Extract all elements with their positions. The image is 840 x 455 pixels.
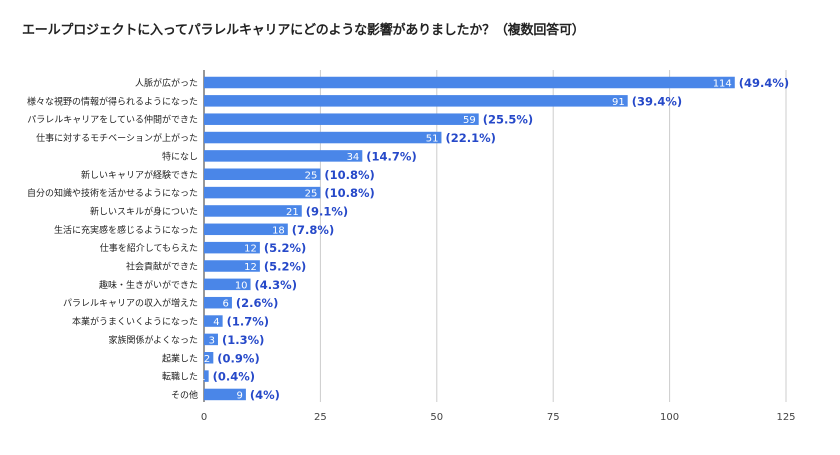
bar: [204, 186, 321, 199]
bar: [204, 315, 223, 327]
bar-value-label: 10: [235, 280, 248, 291]
bar-percent-label: (4%): [250, 388, 280, 402]
category-label: 新しいキャリアが経験できた: [81, 169, 198, 181]
bar-value-label: 18: [272, 225, 285, 236]
x-tick-label: 50: [430, 412, 443, 423]
bar-value-label: 114: [713, 79, 732, 90]
category-label: 起業した: [162, 352, 198, 364]
bar-percent-label: (10.8%): [324, 186, 374, 200]
bar: [204, 168, 321, 180]
category-label: 仕事を紹介してもらえた: [100, 242, 198, 254]
bar-percent-label: (5.2%): [264, 260, 306, 274]
category-label: 特になし: [162, 150, 198, 162]
bar: [204, 388, 246, 401]
category-label: 新しいスキルが身についた: [90, 205, 198, 217]
bar: [204, 241, 260, 254]
category-label: その他: [171, 389, 198, 401]
bar: [204, 113, 479, 125]
bar-percent-label: (5.2%): [264, 241, 306, 255]
category-label: パラレルキャリアをしている仲間ができた: [27, 114, 198, 126]
x-tick-label: 125: [776, 412, 795, 423]
bar-percent-label: (1.7%): [227, 315, 269, 329]
x-tick-label: 25: [314, 412, 327, 423]
category-label: 様々な視野の情報が得られるようになった: [27, 95, 198, 107]
bar-value-label: 1: [199, 372, 205, 383]
bar-value-label: 34: [347, 152, 360, 163]
category-label: 家族関係がよくなった: [108, 334, 198, 346]
bar-value-label: 2: [204, 354, 210, 365]
category-label: 本業がうまくいくようになった: [72, 316, 198, 328]
chart-title: エールプロジェクトに入ってパラレルキャリアにどのような影響がありましたか？（複数…: [22, 23, 585, 38]
x-tick-label: 75: [547, 412, 560, 423]
bar-value-label: 9: [237, 390, 243, 401]
bar-value-label: 51: [426, 134, 439, 145]
bar: [204, 370, 209, 382]
bar: [204, 278, 251, 291]
category-label: 転職した: [162, 372, 198, 383]
category-label: 趣味・生きがいができた: [99, 279, 198, 291]
bar-value-label: 25: [305, 189, 318, 200]
category-label: 仕事に対するモチベーションが上がった: [36, 132, 198, 144]
bar: [204, 76, 735, 89]
bar: [204, 223, 288, 236]
bar-percent-label: (1.3%): [222, 333, 264, 347]
bar-percent-label: (49.4%): [739, 76, 789, 90]
bar-value-label: 91: [612, 97, 625, 108]
bar: [204, 333, 218, 346]
bar: [204, 150, 363, 162]
bar: [204, 352, 214, 364]
bar-percent-label: (0.4%): [213, 370, 255, 384]
bar-value-label: 12: [244, 244, 257, 255]
bar-value-label: 59: [463, 115, 476, 126]
bar-value-label: 25: [305, 170, 318, 181]
bar: [204, 95, 628, 107]
bar-value-label: 21: [286, 207, 299, 218]
bar-percent-label: (0.9%): [217, 351, 259, 365]
category-label: 社会貢献ができた: [126, 261, 198, 273]
bar-percent-label: (39.4%): [632, 94, 682, 108]
bar-value-label: 4: [213, 317, 219, 328]
bar-percent-label: (4.3%): [255, 278, 297, 292]
bar: [204, 131, 442, 144]
bar-value-label: 6: [223, 299, 229, 310]
bar-percent-label: (25.5%): [483, 113, 533, 127]
bar-percent-label: (2.6%): [236, 296, 278, 310]
bar-percent-label: (7.8%): [292, 223, 334, 237]
bar: [204, 296, 232, 309]
x-tick-label: 0: [201, 412, 207, 423]
bar-percent-label: (14.7%): [366, 149, 416, 163]
bar-value-label: 12: [244, 262, 257, 273]
category-label: 人脈が広がった: [135, 77, 198, 89]
category-label: パラレルキャリアの収入が増えた: [63, 297, 198, 309]
bar: [204, 260, 260, 272]
category-label: 生活に充実感を感じるようになった: [54, 224, 198, 236]
bar-percent-label: (10.8%): [324, 168, 374, 182]
bar-value-label: 3: [209, 335, 215, 346]
category-label: 自分の知識や技術を活かせるようになった: [27, 187, 198, 199]
x-tick-label: 100: [660, 412, 679, 423]
bar: [204, 205, 302, 217]
bar-percent-label: (9.1%): [306, 204, 348, 218]
bar-percent-label: (22.1%): [445, 131, 495, 145]
